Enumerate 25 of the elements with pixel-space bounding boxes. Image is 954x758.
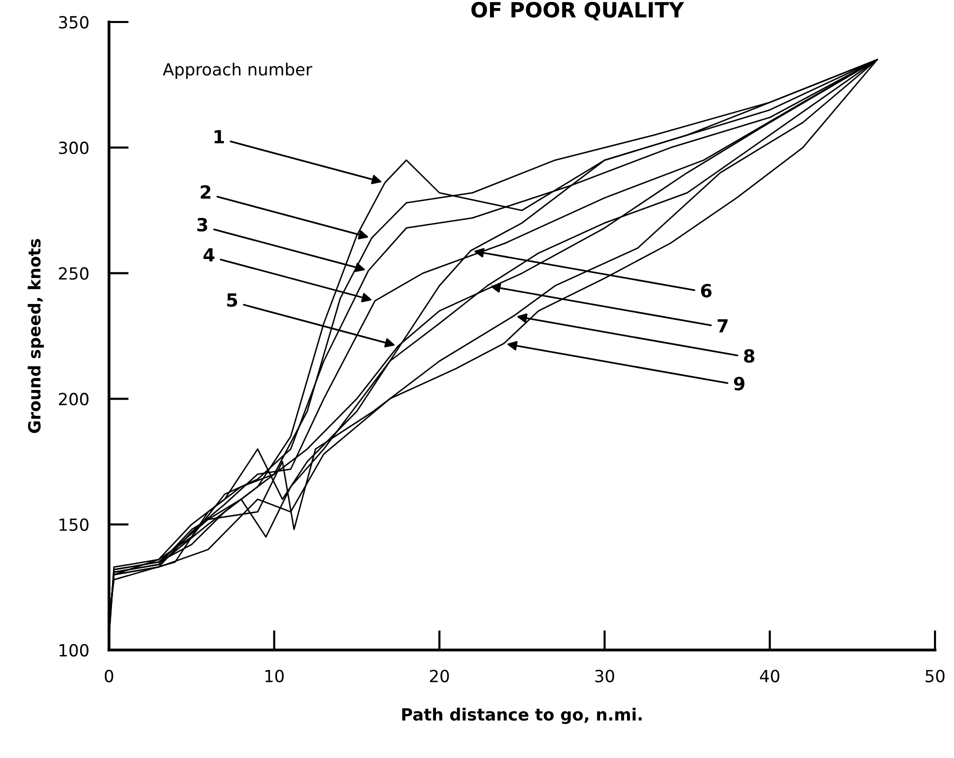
annotation: 4 xyxy=(204,248,214,262)
x-tick-label: 0 xyxy=(104,670,114,682)
annotation: 3 xyxy=(197,218,208,232)
annotation: 8 xyxy=(744,349,754,363)
annotation: 9 xyxy=(734,376,744,390)
annotation: 7 xyxy=(718,319,728,332)
x-tick-label: 20 xyxy=(430,670,449,682)
x-tick-label: 10 xyxy=(265,670,284,682)
x-tick-label: 40 xyxy=(760,670,780,682)
annotation: 2 xyxy=(200,185,210,199)
annotation: Approach number xyxy=(162,62,312,79)
y-tick-label: 300 xyxy=(59,142,88,154)
y-axis-title: Ground speed, knots xyxy=(28,238,44,433)
annotation: 5 xyxy=(227,293,238,307)
x-axis-title: Path distance to go, n.mi. xyxy=(402,708,642,724)
x-tick-label: 50 xyxy=(926,670,944,682)
text: OF POOR QUALITY xyxy=(471,2,684,20)
y-tick-label: 100 xyxy=(60,644,88,657)
annotation: 1 xyxy=(214,130,224,144)
y-tick-label: 250 xyxy=(58,267,88,280)
annotation: 6 xyxy=(701,284,712,298)
y-tick-label: 350 xyxy=(59,16,88,29)
x-tick-label: 30 xyxy=(595,670,614,682)
y-tick-label: 200 xyxy=(58,392,88,406)
y-tick-label: 150 xyxy=(60,518,88,531)
